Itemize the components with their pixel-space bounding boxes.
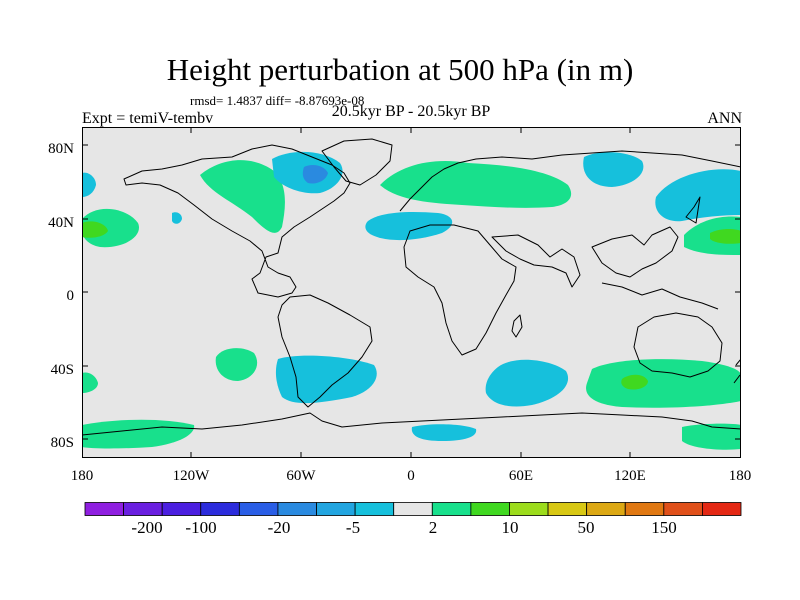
- colorbar: [84, 502, 742, 516]
- period-label: 20.5kyr BP - 20.5kyr BP: [331, 103, 491, 120]
- colorbar-box: [200, 502, 240, 516]
- coastline-southeast-asia: [591, 226, 679, 278]
- lat-tick-40n: 40N: [48, 215, 74, 231]
- coastline-arabia-india: [491, 234, 581, 288]
- lon-tick-180w: 180: [70, 468, 94, 484]
- positive-region-ross-sea: [682, 423, 741, 450]
- colorbar-box: [277, 502, 317, 516]
- positive-core-nw-pacific: [710, 229, 741, 244]
- negative-region-south-atlantic: [485, 359, 569, 407]
- positive-core-pacific: [82, 221, 108, 238]
- lon-tick-60e: 60E: [508, 468, 534, 484]
- negative-anomaly-regions: [82, 151, 741, 441]
- colorbar-box: [123, 502, 163, 516]
- lat-tick-40s: 40S: [50, 362, 74, 378]
- negative-region-mid-pacific: [172, 212, 182, 224]
- positive-anomaly-cores: [82, 221, 741, 390]
- positive-region-south-pacific: [215, 348, 258, 381]
- lon-tick-60w: 60W: [286, 468, 316, 484]
- coastline-africa: [403, 224, 517, 356]
- negative-region-northeast-asia: [655, 169, 741, 222]
- colorbar-box: [238, 502, 279, 516]
- map-ticks: [82, 127, 741, 458]
- coastline-south-america: [277, 294, 373, 408]
- colorbar-label: 10: [501, 518, 519, 537]
- colorbar-box: [586, 502, 626, 516]
- colorbar-label: -100: [185, 518, 217, 537]
- lat-tick-80s: 80S: [50, 435, 74, 451]
- positive-core-australia: [621, 374, 648, 390]
- colorbar-box: [702, 502, 742, 516]
- positive-region-north-atlantic: [380, 161, 572, 208]
- coastline-indonesia: [601, 282, 719, 310]
- colorbar-box: [354, 502, 395, 516]
- stats-line: rmsd= 1.4837 diff= -8.87693e-08: [190, 93, 365, 108]
- negative-region-southern-ocean: [411, 424, 477, 441]
- colorbar-label: 150: [651, 518, 677, 537]
- colorbar-box: [547, 502, 588, 516]
- experiment-label: Expt = temiV-tembv: [82, 110, 214, 127]
- negative-core-greenland: [302, 165, 328, 184]
- coastline-eurasia: [399, 150, 741, 212]
- colorbar-box: [316, 502, 356, 516]
- world-map: [82, 127, 741, 458]
- lon-tick-180e: 180: [728, 468, 752, 484]
- colorbar-box: [161, 502, 202, 516]
- lat-tick-0: 0: [66, 288, 75, 304]
- colorbar-label: 2: [428, 518, 438, 537]
- colorbar-label: -20: [267, 518, 291, 537]
- colorbar-box: [624, 502, 665, 516]
- negative-region-north-pacific: [82, 172, 96, 197]
- colorbar-box: [470, 502, 510, 516]
- coastline-madagascar: [511, 314, 523, 338]
- coastline-north-america: [123, 144, 351, 298]
- positive-region-west-south-pacific: [82, 372, 98, 393]
- colorbar-box: [431, 502, 472, 516]
- colorbar-box: [393, 502, 433, 516]
- positive-region-pacific-nw: [82, 208, 140, 248]
- positive-region-north-america: [200, 160, 285, 233]
- negative-region-south-america: [275, 355, 377, 404]
- lon-tick-0: 0: [407, 468, 415, 484]
- colorbar-label: 50: [577, 518, 595, 537]
- season-label: ANN: [707, 110, 742, 127]
- lon-tick-120e: 120E: [614, 468, 646, 484]
- colorbar-label: -5: [345, 518, 361, 537]
- coastline-greenland: [321, 138, 393, 186]
- lon-tick-120w: 120W: [172, 468, 210, 484]
- positive-region-southern-australia: [586, 359, 741, 408]
- coastline-japan: [685, 196, 701, 224]
- colorbar-box: [84, 502, 124, 516]
- colorbar-label: -200: [131, 518, 163, 537]
- colorbar-box: [663, 502, 703, 516]
- negative-anomaly-cores: [302, 165, 328, 184]
- colorbar-box: [509, 502, 549, 516]
- coastlines: [82, 138, 741, 436]
- lat-tick-80n: 80N: [48, 141, 74, 157]
- coastline-australia: [633, 312, 723, 378]
- negative-region-siberia: [583, 152, 644, 187]
- negative-region-north-atlantic: [365, 211, 453, 241]
- plot-title: Height perturbation at 500 hPa (in m): [166, 52, 634, 87]
- coastline-antarctica: [82, 412, 741, 436]
